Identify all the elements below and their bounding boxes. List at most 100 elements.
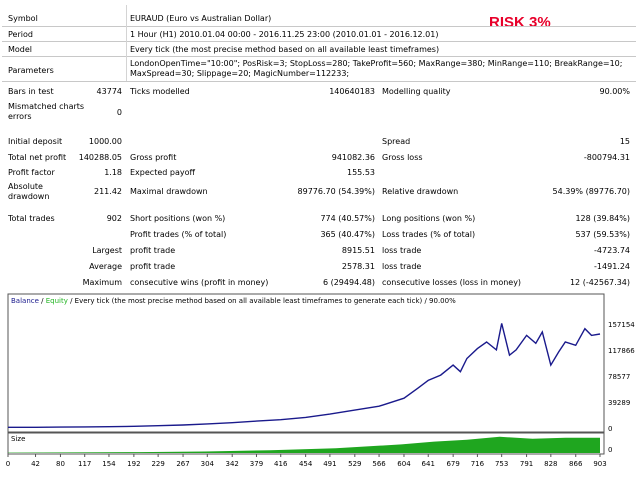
x-tick-label: 491 — [323, 460, 336, 468]
absolute-drawdown-label-1: Absolute — [8, 182, 43, 191]
maximal-drawdown-value: 89776.70 (54.39%) — [297, 187, 375, 196]
modelling-quality-label: Modelling quality — [382, 87, 451, 96]
long-positions-label: Long positions (won %) — [382, 214, 476, 223]
max-consecutive-wins-label: consecutive wins (profit in money) — [130, 278, 269, 287]
x-tick-label: 80 — [56, 460, 65, 468]
gross-profit-value: 941082.36 — [331, 153, 375, 162]
mismatched-value: 0 — [116, 108, 122, 117]
expected-payoff-value: 155.53 — [347, 168, 375, 177]
gross-loss-label: Gross loss — [382, 153, 423, 162]
parameters-line-1: LondonOpenTime="10:00"; PosRisk=3; StopL… — [130, 59, 623, 68]
modelling-quality-value: 90.00% — [599, 87, 630, 96]
long-positions-value: 128 (39.84%) — [575, 214, 630, 223]
x-tick-label: 342 — [226, 460, 239, 468]
x-tick-label: 903 — [593, 460, 606, 468]
short-positions-label: Short positions (won %) — [130, 214, 226, 223]
balance-line — [8, 323, 601, 428]
balance-chart: Balance / Equity / Every tick (the most … — [6, 293, 635, 468]
legend-description: / Every tick (the most precise method ba… — [68, 297, 456, 305]
total-net-profit-value: 140288.05 — [78, 153, 122, 162]
short-positions-value: 774 (40.57%) — [320, 214, 375, 223]
symbol-value: EURAUD (Euro vs Australian Dollar) — [130, 14, 272, 23]
divider — [2, 26, 636, 27]
profit-trades-label: Profit trades (% of total) — [130, 230, 227, 239]
relative-drawdown-value: 54.39% (89776.70) — [552, 187, 630, 196]
expected-payoff-label: Expected payoff — [130, 168, 195, 177]
size-tick-label: 0 — [608, 446, 612, 454]
absolute-drawdown-label-2: drawdown — [8, 192, 50, 201]
absolute-drawdown-value: 211.42 — [94, 187, 122, 196]
initial-deposit-value: 1000.00 — [88, 137, 122, 146]
y-tick-label: 0 — [608, 425, 612, 433]
max-consecutive-wins-value: 6 (29494.48) — [322, 278, 375, 287]
y-tick-label: 78577 — [608, 373, 630, 381]
x-tick-label: 828 — [544, 460, 557, 468]
period-label: Period — [8, 30, 33, 39]
chart-legend: Balance / Equity / Every tick (the most … — [11, 297, 456, 305]
x-tick-label: 42 — [31, 460, 40, 468]
risk-label: RISK 3% — [489, 14, 551, 31]
bars-in-test-label: Bars in test — [8, 87, 54, 96]
largest-profit-value: 8915.51 — [341, 246, 375, 255]
profit-factor-label: Profit factor — [8, 168, 55, 177]
total-trades-value: 902 — [106, 214, 122, 223]
x-tick-label: 791 — [520, 460, 533, 468]
bars-in-test-value: 43774 — [96, 87, 122, 96]
x-tick-label: 753 — [495, 460, 508, 468]
initial-deposit-label: Initial deposit — [8, 137, 63, 146]
plot-frame — [7, 293, 605, 433]
ticks-modelled-value: 140640183 — [329, 87, 375, 96]
model-value: Every tick (the most precise method base… — [130, 45, 440, 54]
gross-loss-value: -800794.31 — [583, 153, 630, 162]
relative-drawdown-label: Relative drawdown — [382, 187, 459, 196]
size-label: Size — [11, 435, 25, 443]
divider — [2, 56, 636, 57]
parameters-label: Parameters — [8, 66, 54, 75]
total-net-profit-label: Total net profit — [8, 153, 67, 162]
average-label: Average — [89, 262, 122, 271]
x-tick-label: 604 — [397, 460, 411, 468]
divider — [2, 41, 636, 42]
mismatched-label-1: Mismatched charts — [8, 102, 85, 111]
x-tick-label: 117 — [78, 460, 91, 468]
x-tick-label: 641 — [422, 460, 435, 468]
x-tick-label: 267 — [176, 460, 189, 468]
x-tick-label: 154 — [102, 460, 116, 468]
x-tick-label: 192 — [127, 460, 140, 468]
average-profit-value: 2578.31 — [341, 262, 375, 271]
maximal-drawdown-label: Maximal drawdown — [130, 187, 208, 196]
largest-profit-label: profit trade — [130, 246, 176, 255]
total-trades-label: Total trades — [8, 214, 55, 223]
model-label: Model — [8, 45, 33, 54]
profit-factor-value: 1.18 — [104, 168, 122, 177]
ticks-modelled-label: Ticks modelled — [130, 87, 190, 96]
max-consecutive-losses-value: 12 (-42567.34) — [569, 278, 630, 287]
maximum-label: Maximum — [82, 278, 122, 287]
legend-balance: Balance — [11, 297, 39, 305]
y-tick-label: 117866 — [608, 347, 635, 355]
max-consecutive-losses-label: consecutive losses (loss in money) — [382, 278, 522, 287]
x-tick-label: 716 — [471, 460, 485, 468]
average-loss-value: -1491.24 — [594, 262, 630, 271]
x-tick-label: 229 — [151, 460, 164, 468]
profit-trades-value: 365 (40.47%) — [320, 230, 375, 239]
average-profit-label: profit trade — [130, 262, 176, 271]
x-tick-label: 416 — [274, 460, 288, 468]
divider — [2, 81, 636, 82]
size-area — [8, 436, 600, 453]
gross-profit-label: Gross profit — [130, 153, 177, 162]
largest-label: Largest — [92, 246, 122, 255]
x-tick-label: 0 — [6, 460, 10, 468]
average-loss-label: loss trade — [382, 262, 422, 271]
y-tick-label: 157154 — [608, 321, 635, 329]
x-tick-label: 379 — [250, 460, 263, 468]
spread-label: Spread — [382, 137, 411, 146]
legend-separator: / — [39, 297, 46, 305]
x-tick-label: 454 — [299, 460, 313, 468]
x-tick-label: 866 — [569, 460, 583, 468]
parameters-line-2: MaxSpread=30; Slippage=20; MagicNumber=1… — [130, 69, 350, 78]
x-tick-label: 566 — [372, 460, 386, 468]
period-value: 1 Hour (H1) 2010.01.04 00:00 - 2016.11.2… — [130, 30, 439, 39]
largest-loss-label: loss trade — [382, 246, 422, 255]
spread-value: 15 — [619, 137, 630, 146]
